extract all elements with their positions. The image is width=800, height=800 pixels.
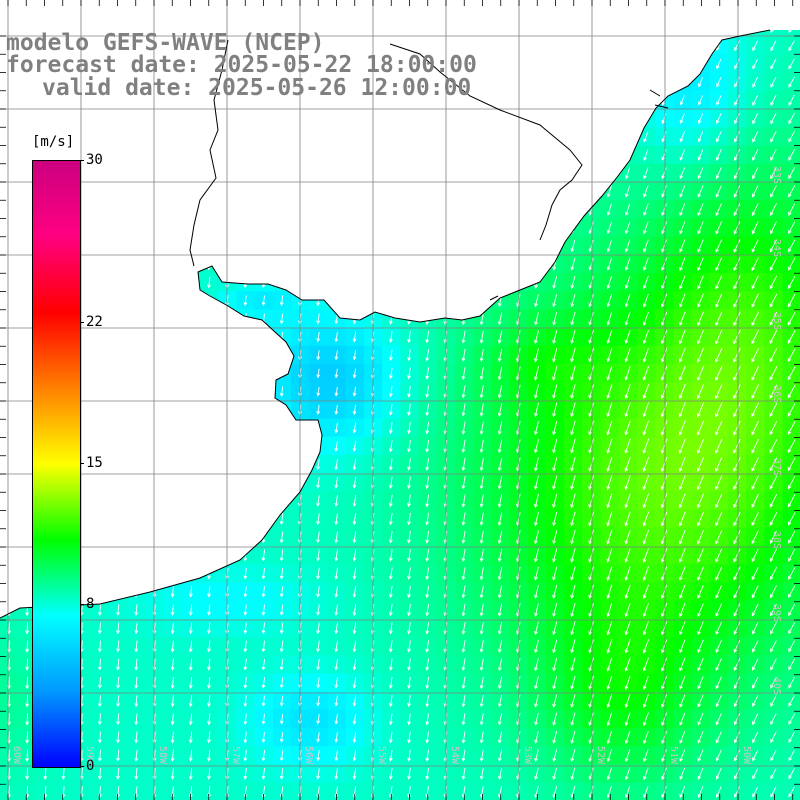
colorbar-tick-label: 8 [86, 596, 95, 613]
latitude-label: 38S [771, 531, 782, 549]
colorbar-tick-label: 22 [86, 313, 103, 330]
latitude-labels: 33S 34S 35S 36S 37S 38S 39S 40S [771, 166, 782, 695]
longitude-label: 57W [230, 746, 241, 765]
longitude-label: 58W [157, 746, 168, 765]
colorbar-tick-mark [80, 463, 84, 464]
title-forecast-date: forecast date: 2025-05-22 18:00:00 [6, 52, 477, 78]
colorbar-tick-mark [80, 604, 84, 605]
longitude-label: 54W [449, 746, 460, 765]
latitude-label: 37S [771, 458, 782, 476]
title-valid-date: valid date: 2025-05-26 12:00:00 [42, 75, 472, 101]
latitude-label: 39S [771, 604, 782, 622]
latitude-label: 34S [771, 239, 782, 257]
longitude-label: 53W [522, 746, 533, 765]
title-model: modelo GEFS-WAVE (NCEP) [6, 30, 325, 56]
longitude-label: 56W [303, 746, 314, 765]
longitude-label: 60W [11, 746, 22, 765]
colorbar-tick-mark [80, 322, 84, 323]
colorbar-tick-mark [80, 160, 84, 161]
longitude-label: 51W [668, 746, 679, 765]
longitude-label: 52W [595, 746, 606, 765]
colorbar-unit: [m/s] [32, 134, 75, 150]
latitude-label: 35S [771, 312, 782, 330]
colorbar-tick-label: 15 [86, 455, 103, 471]
colorbar [32, 160, 81, 768]
colorbar-tick-mark [80, 766, 84, 767]
colorbar-tick-label: 0 [86, 758, 95, 774]
latitude-label: 40S [771, 677, 782, 695]
longitude-label: 55W [376, 746, 387, 765]
colorbar-tick-label: 30 [86, 152, 103, 168]
latitude-label: 36S [771, 385, 782, 403]
latitude-label: 33S [771, 166, 782, 184]
longitude-label: 50W [741, 746, 752, 765]
longitude-labels: 60W 59W 58W 57W 56W 55W 54W 53W 52W 51W 50W [11, 746, 752, 765]
longitude-label: 59W [84, 746, 95, 765]
coastline [0, 29, 771, 619]
country-borders [189, 39, 669, 301]
